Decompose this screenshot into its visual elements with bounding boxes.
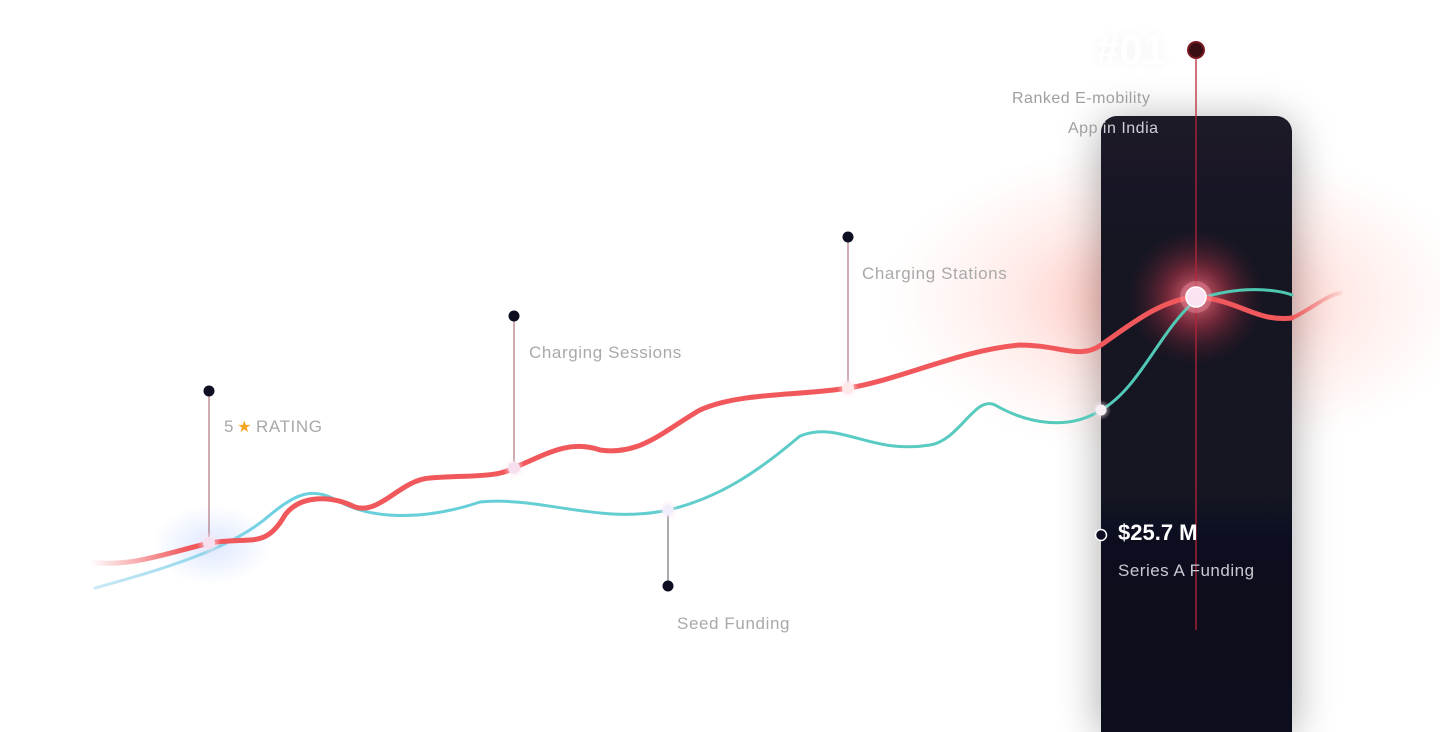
rating-value: 5	[224, 417, 235, 436]
point-seed	[662, 504, 674, 516]
point-focus	[1185, 286, 1207, 308]
rating-label: 5 ★ RATING	[224, 417, 323, 437]
rank-label-line2: App in India	[1068, 120, 1159, 138]
rank-label-app: App	[1068, 120, 1103, 137]
point-sessions	[508, 462, 520, 474]
funding-label: Series A Funding	[1118, 561, 1255, 580]
charging-stations-label: Charging Stations	[862, 264, 1008, 283]
point-series-a	[1095, 404, 1107, 416]
rank-label-india: in India	[1102, 120, 1159, 137]
marker-dot-seed	[662, 580, 674, 592]
star-icon: ★	[237, 419, 253, 436]
teal-growth-line	[93, 288, 1294, 590]
funding-amount: $25.7 M	[1118, 520, 1198, 545]
rank-marker-dot	[1187, 41, 1205, 59]
rank-label-line1: Ranked E-mobility	[1012, 90, 1151, 107]
marker-dot-rating	[203, 385, 215, 397]
red-growth-line	[87, 294, 1295, 566]
point-rating	[203, 537, 215, 549]
charging-sessions-label: Charging Sessions	[529, 343, 682, 362]
marker-dot-series-a	[1094, 528, 1108, 542]
marker-dot-stations	[842, 231, 854, 243]
red-line-tail	[1290, 291, 1342, 320]
seed-funding-label: Seed Funding	[677, 614, 791, 633]
point-stations	[842, 382, 854, 394]
rank-number: #01	[1096, 26, 1167, 73]
rating-text: RATING	[256, 417, 323, 436]
marker-dot-sessions	[508, 310, 520, 322]
